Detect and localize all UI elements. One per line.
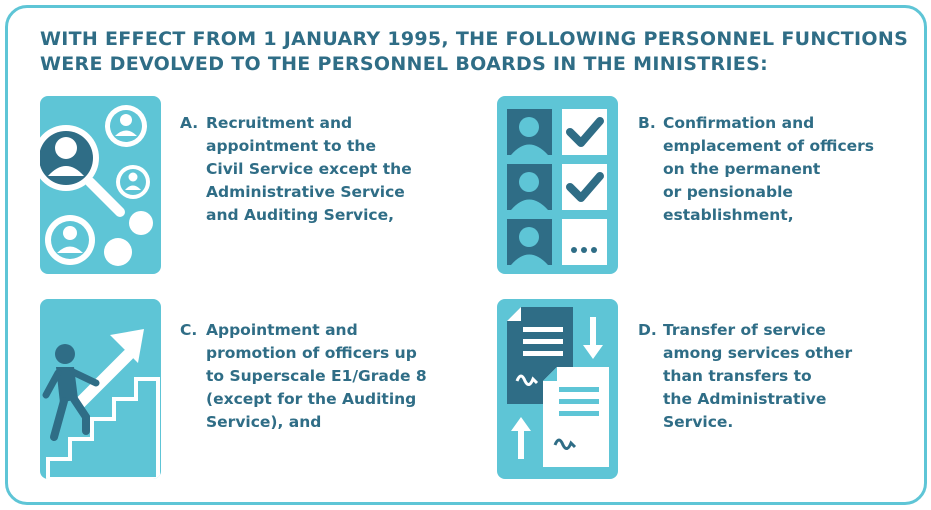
item-label-d: D.	[638, 321, 657, 339]
item-label-c: C.	[180, 321, 198, 339]
item-c-line: promotion of officers up	[206, 344, 417, 362]
item-d-line: the Administrative	[663, 390, 827, 408]
item-text-c: Appointment and promotion of officers up…	[206, 319, 427, 434]
item-a-line: appointment to the	[206, 137, 376, 155]
item-text-a: Recruitment and appointment to the Civil…	[206, 112, 412, 227]
recruitment-search-icon	[40, 96, 161, 274]
item-a-line: Civil Service except the	[206, 160, 412, 178]
item-label-a: A.	[180, 114, 199, 132]
item-text-b: Confirmation and emplacement of officers…	[663, 112, 874, 227]
item-c-line: Service), and	[206, 413, 322, 431]
item-b-line: Confirmation and	[663, 114, 815, 132]
item-d-line: Service.	[663, 413, 734, 431]
item-b-line: or pensionable	[663, 183, 793, 201]
item-c-line: Appointment and	[206, 321, 358, 339]
item-a-line: and Auditing Service,	[206, 206, 394, 224]
item-d-line: than transfers to	[663, 367, 812, 385]
heading-line-1: WITH EFFECT FROM 1 JANUARY 1995, THE FOL…	[40, 28, 909, 50]
item-c-line: (except for the Auditing	[206, 390, 417, 408]
item-d-line: among services other	[663, 344, 853, 362]
item-b-line: establishment,	[663, 206, 794, 224]
item-b-line: on the permanent	[663, 160, 821, 178]
heading-line-2: WERE DEVOLVED TO THE PERSONNEL BOARDS IN…	[40, 53, 768, 75]
checklist-icon	[497, 96, 618, 274]
item-a-line: Administrative Service	[206, 183, 405, 201]
item-d-line: Transfer of service	[663, 321, 826, 339]
item-text-d: Transfer of service among services other…	[663, 319, 852, 434]
page-heading: WITH EFFECT FROM 1 JANUARY 1995, THE FOL…	[40, 27, 910, 77]
item-c-line: to Superscale E1/Grade 8	[206, 367, 427, 385]
career-stairs-icon	[40, 299, 161, 479]
item-b-line: emplacement of officers	[663, 137, 875, 155]
item-label-b: B.	[638, 114, 656, 132]
item-a-line: Recruitment and	[206, 114, 353, 132]
document-transfer-icon	[497, 299, 618, 479]
